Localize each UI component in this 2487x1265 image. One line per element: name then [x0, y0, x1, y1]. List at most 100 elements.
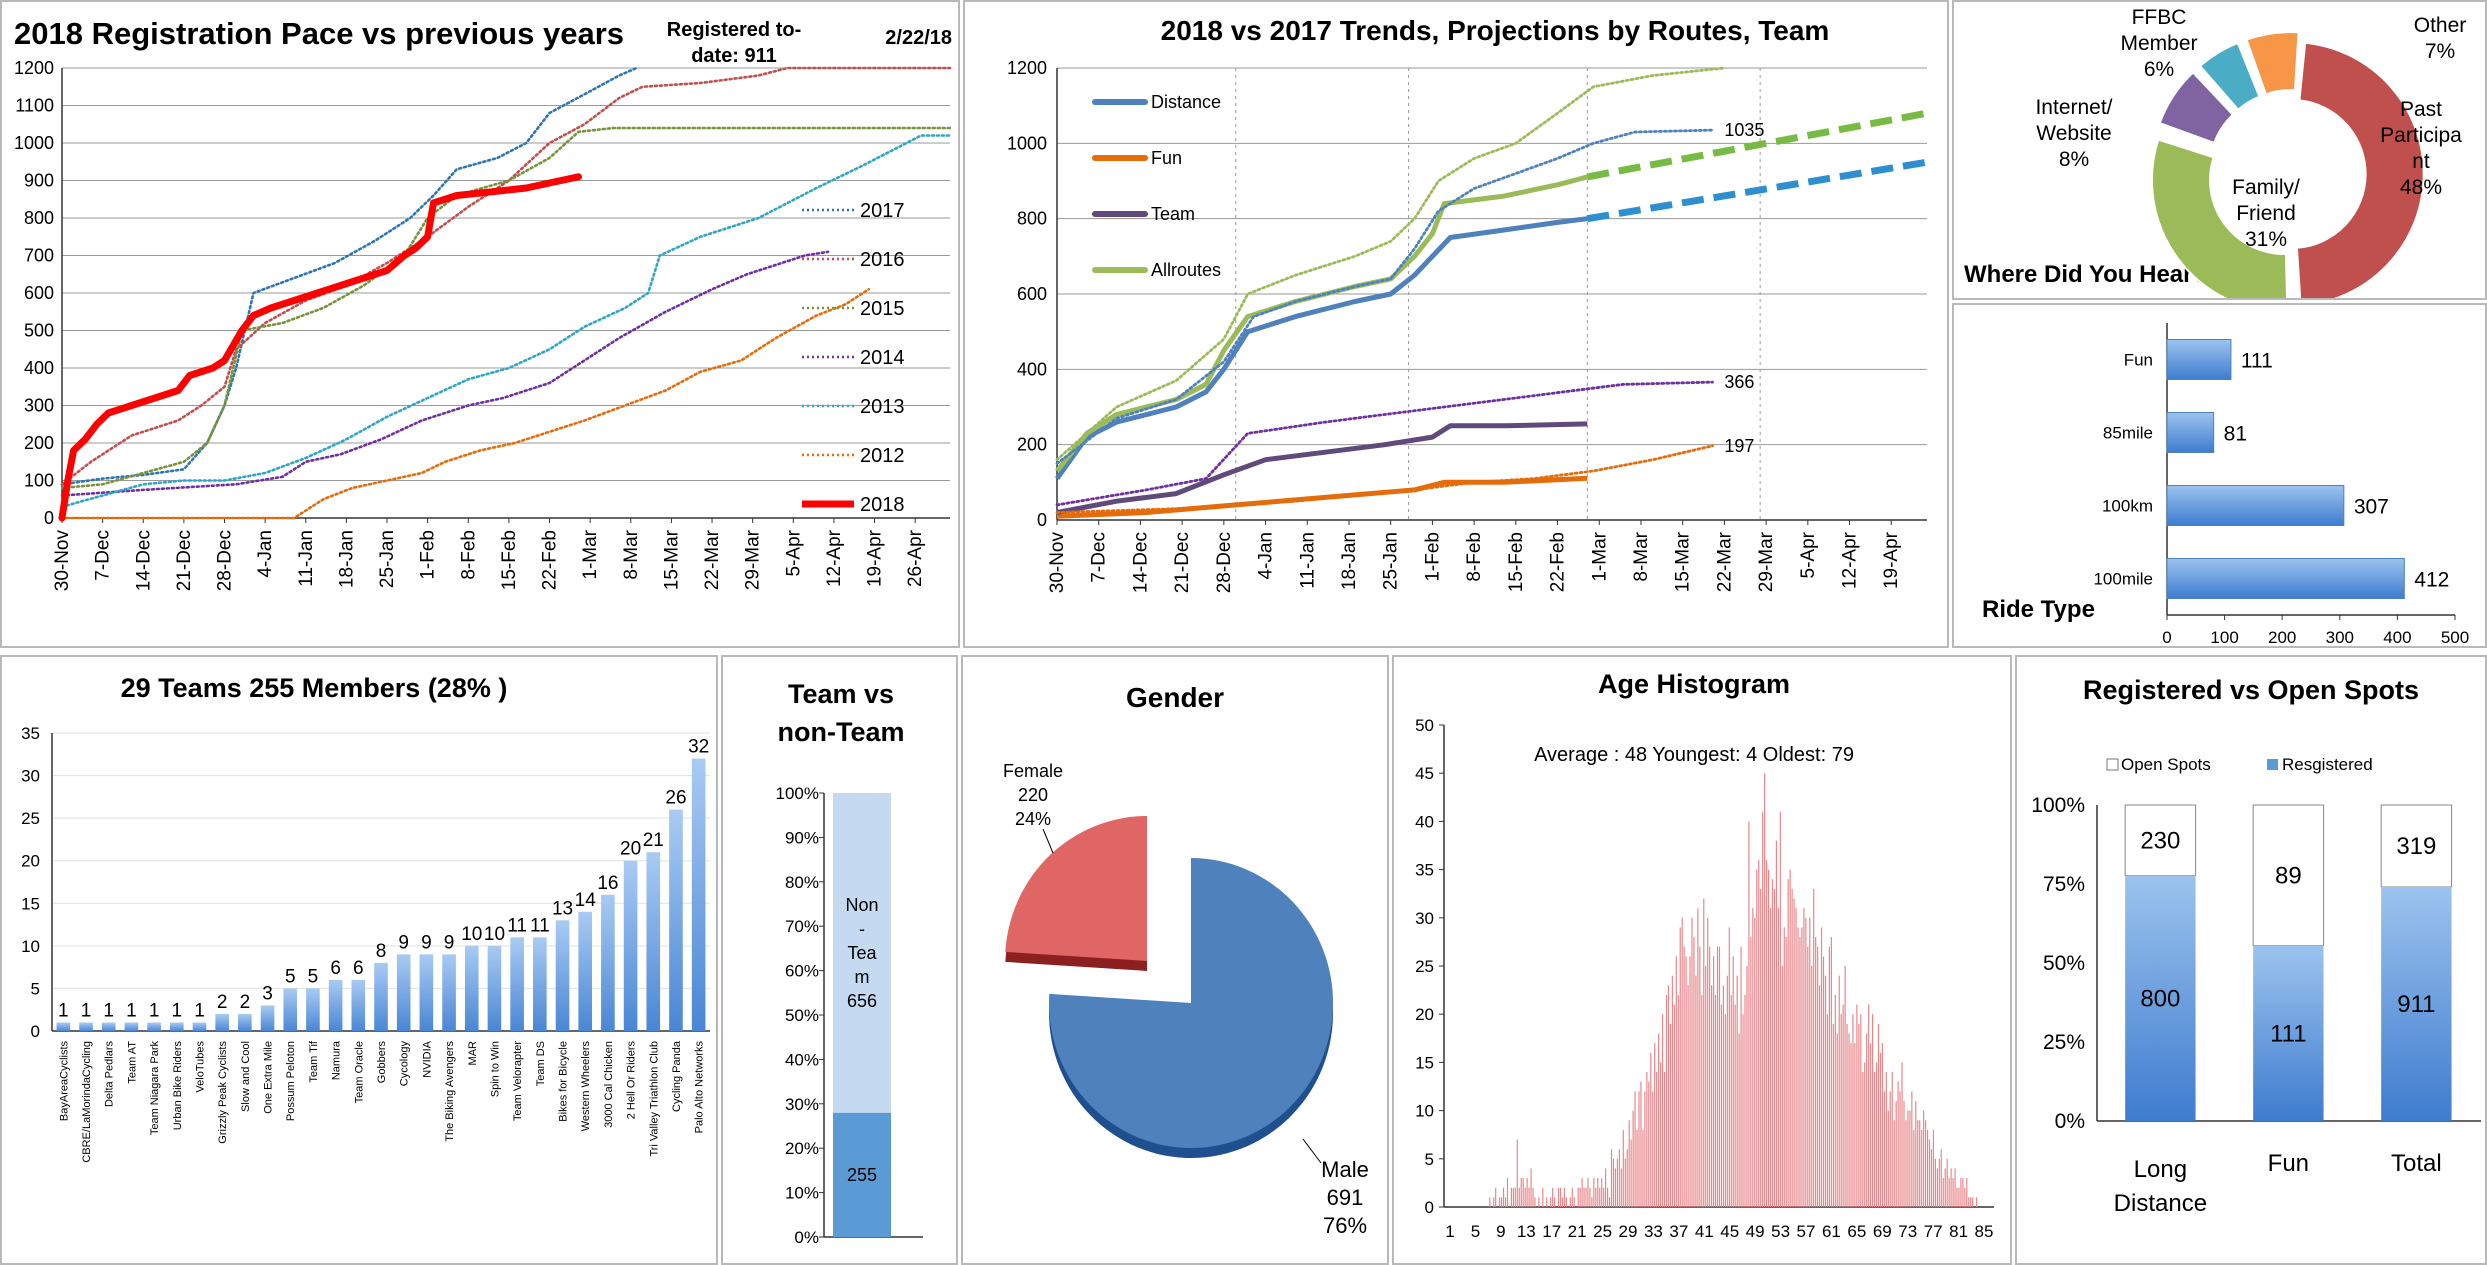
teams-value-label: 3	[262, 983, 273, 1004]
age-bar	[1942, 1178, 1944, 1207]
hear-slice-label: 48%	[2400, 176, 2442, 199]
trends-y-tick-label: 400	[1017, 359, 1047, 379]
ride-chart: Ride Type 0 100 200 300 400 500 Fun 111 85mile 81 1…	[1982, 323, 2469, 646]
age-bar	[1661, 1014, 1664, 1207]
teams-category-label: Grizzly Peak Cyclists	[217, 1041, 229, 1144]
trends-legend-label: Allroutes	[1151, 260, 1221, 280]
pace-x-tick-label: 12-Apr	[824, 529, 845, 587]
trends-series-line	[1054, 216, 1588, 481]
pace-x-tick-label: 29-Mar	[743, 529, 764, 590]
age-x-tick-label: 25	[1593, 1222, 1612, 1241]
age-bar	[1589, 1187, 1591, 1207]
age-bar	[1654, 1043, 1656, 1207]
age-bar	[1864, 1062, 1866, 1207]
ride-category-label: 85mile	[2103, 424, 2153, 443]
pace-y-tick-label: 300	[24, 396, 54, 416]
spots-legend-open-label: Open Spots	[2121, 755, 2211, 774]
spots-y-tick-label: 75%	[2043, 873, 2085, 896]
ride-x-tick-label: 100	[2210, 628, 2238, 646]
trends-legend-label: Team	[1151, 204, 1195, 224]
spots-category-label: Long	[2134, 1156, 2187, 1183]
teamvs-y-tick-label: 60%	[785, 962, 819, 981]
age-y-tick-label: 45	[1415, 764, 1434, 783]
age-bar	[1644, 1091, 1646, 1207]
teams-category-label: Slow and Cool	[240, 1041, 252, 1112]
age-bar	[1813, 888, 1815, 1207]
pace-x-tick-label: 11-Jan	[296, 530, 317, 587]
age-bar	[1665, 994, 1668, 1207]
gender-female-count: 220	[1018, 785, 1048, 805]
teams-value-label: 11	[507, 915, 527, 936]
teams-value-label: 1	[149, 1000, 160, 1021]
age-bar	[1675, 956, 1677, 1207]
teams-bar	[169, 1022, 184, 1031]
age-bar	[1956, 1187, 1958, 1207]
gender-male-pct: 76%	[1323, 1213, 1367, 1238]
age-x-tick-label: 17	[1542, 1222, 1561, 1241]
age-bar	[1801, 927, 1803, 1207]
age-y-tick-label: 20	[1415, 1005, 1434, 1024]
teams-chart: 29 Teams 255 Members (28% )0510152025303…	[21, 673, 710, 1163]
age-x-tick-label: 29	[1619, 1222, 1638, 1241]
teams-category-label: Gobbers	[376, 1041, 388, 1084]
spots-legend-registered-label: Resgistered	[2282, 755, 2373, 774]
age-bar	[1628, 1120, 1630, 1207]
pace-registered-label: Registered to-	[667, 19, 801, 41]
age-bar	[1618, 1149, 1620, 1207]
age-bar	[1534, 1197, 1536, 1207]
age-bar	[1626, 1149, 1628, 1207]
gender-chart: Gender Female 220 24% Male 691 76%	[1003, 682, 1369, 1238]
age-bar	[1934, 1158, 1936, 1207]
age-bar	[1901, 1062, 1903, 1207]
gender-female-pct: 24%	[1015, 809, 1051, 829]
age-bar	[1968, 1197, 1970, 1207]
age-bar	[1616, 1158, 1618, 1207]
age-bar	[1573, 1197, 1575, 1207]
age-x-tick-label: 5	[1471, 1222, 1480, 1241]
age-bar	[1928, 1139, 1931, 1207]
teams-value-label: 21	[643, 830, 664, 851]
age-bar	[1738, 1033, 1740, 1207]
pace-x-tick-label: 22-Mar	[702, 529, 723, 590]
pace-y-tick-label: 1100	[15, 96, 54, 116]
pace-y-tick-label: 900	[24, 171, 54, 191]
age-bar	[1964, 1187, 1966, 1207]
age-bar	[1528, 1187, 1530, 1207]
age-bar	[1893, 1120, 1895, 1207]
age-bar	[1842, 1004, 1844, 1207]
age-bar	[1873, 1072, 1876, 1207]
age-bar	[1634, 1091, 1636, 1207]
age-bar	[1642, 1129, 1644, 1207]
teams-category-label: One Extra Mile	[263, 1041, 275, 1114]
teams-bar	[396, 954, 411, 1031]
teams-bar	[419, 954, 434, 1031]
trends-x-tick-label: 21-Dec	[1172, 532, 1193, 593]
age-bar	[1601, 1178, 1603, 1207]
age-bar	[1748, 821, 1750, 1207]
ride-category-label: 100mile	[2093, 570, 2153, 589]
teams-category-label: Bikes for Bicycle	[558, 1041, 570, 1122]
pace-y-tick-label: 600	[24, 283, 54, 303]
age-bar	[1781, 966, 1783, 1207]
pace-series-line	[58, 173, 582, 522]
age-bar	[1522, 1178, 1524, 1207]
age-bar	[1620, 1168, 1622, 1207]
gender-male-label: Male	[1321, 1157, 1369, 1182]
age-bar	[1793, 898, 1795, 1207]
gender-female-label: Female	[1003, 761, 1063, 781]
age-bar	[1530, 1168, 1532, 1207]
age-bar	[1932, 1129, 1935, 1207]
age-bar	[1903, 1100, 1905, 1207]
age-bar	[1844, 966, 1846, 1207]
age-x-tick-label: 9	[1496, 1222, 1505, 1241]
age-bar	[1834, 994, 1836, 1207]
age-bar	[1917, 1120, 1919, 1207]
teamvs-segment-label: 255	[847, 1165, 877, 1185]
age-bar	[1899, 1091, 1901, 1207]
hear-slice-label: Past	[2400, 98, 2442, 121]
age-bar	[1714, 994, 1717, 1207]
age-bar	[1752, 908, 1754, 1207]
age-bar	[1546, 1197, 1548, 1207]
teams-value-label: 1	[81, 1000, 92, 1021]
age-x-tick-label: 37	[1669, 1222, 1688, 1241]
